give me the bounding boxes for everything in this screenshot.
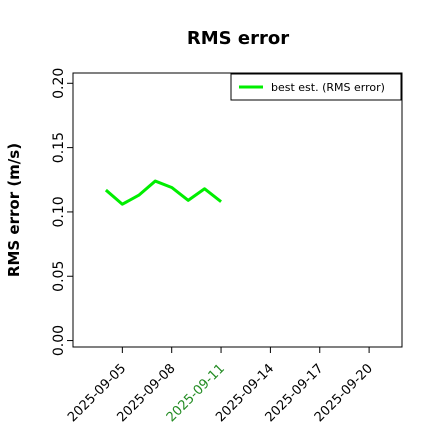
y-tick-label: 0.10 [51,196,67,227]
plot-frame [72,72,403,348]
y-tick-label: 0.20 [51,68,67,99]
chart-title: RMS error [187,28,289,49]
series-line [104,179,222,206]
y-tick-label: 0.00 [51,325,67,356]
y-tick-label: 0.05 [51,261,67,292]
y-tick-label: 0.15 [51,132,67,163]
legend-label: best est. (RMS error) [271,81,385,94]
y-axis-label: RMS error (m/s) [5,143,23,277]
